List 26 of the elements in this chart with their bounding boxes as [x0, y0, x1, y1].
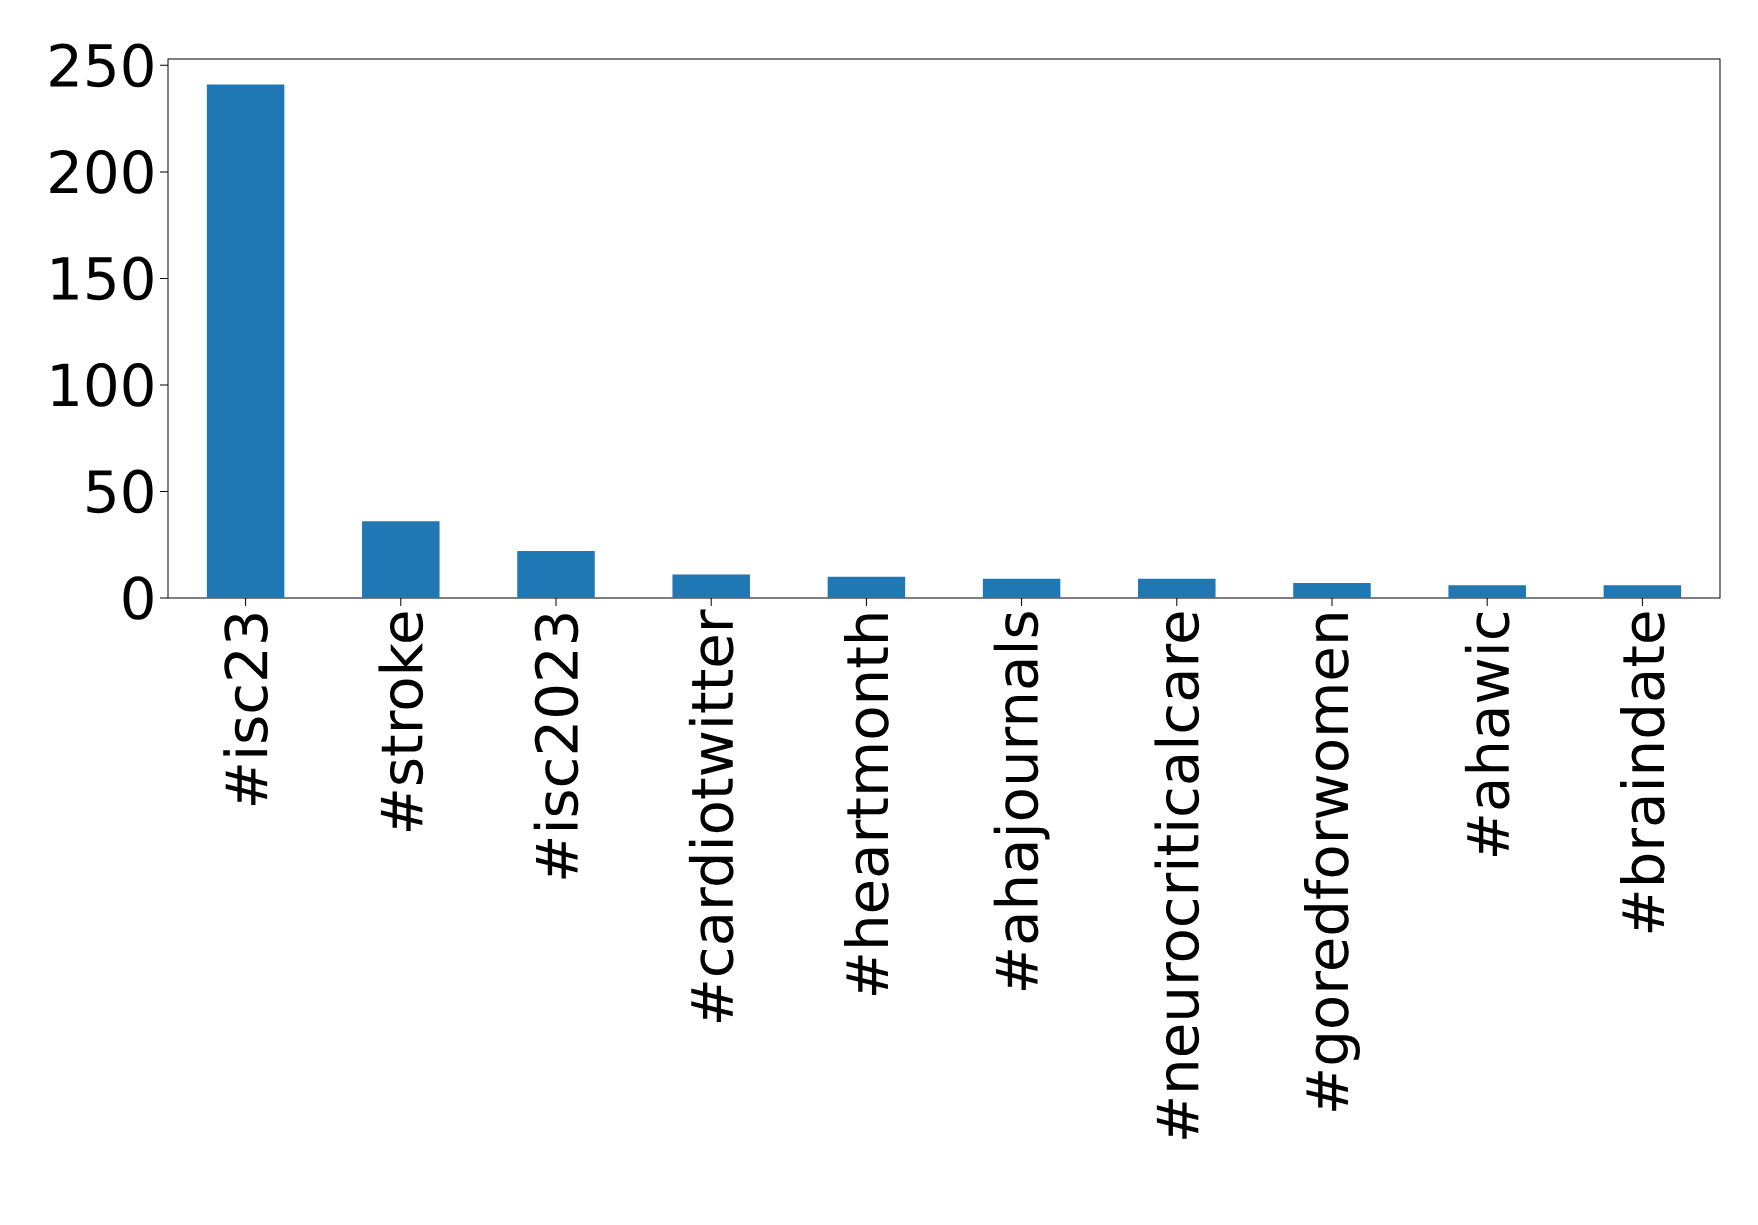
x-tick-label: #cardiotwitter: [688, 609, 734, 1023]
x-tick-label: #ahawic: [1464, 613, 1510, 857]
bar: [1293, 583, 1371, 598]
y-tick-label: 150: [52, 256, 153, 301]
x-tick-label: #neurocriticalcare: [1154, 612, 1200, 1139]
x-tick-label: #ahajournals: [993, 612, 1050, 990]
y-tick-label: 0: [123, 576, 153, 620]
y-tick-label: 200: [50, 150, 153, 194]
y-tick-label: 250: [50, 43, 153, 88]
bar: [1138, 578, 1216, 598]
bar: [982, 578, 1061, 598]
bar: [1448, 585, 1526, 598]
x-tick-label: #braindate: [1620, 612, 1665, 933]
bar: [362, 521, 440, 598]
x-tick-label: #heartmonth: [844, 614, 889, 996]
x-tick-label: #isc2023: [533, 614, 579, 879]
y-tick-label: 50: [87, 469, 153, 514]
x-tick-label: #isc23: [223, 614, 268, 805]
bar: [206, 84, 285, 598]
x-tick-label: #stroke: [378, 612, 424, 832]
y-tick-label: 100: [52, 363, 153, 407]
bar: [827, 576, 906, 598]
bar: [517, 551, 595, 598]
bar: [672, 574, 750, 598]
bar: [1603, 585, 1682, 598]
x-tick-label: #goredforwomen: [1304, 614, 1360, 1111]
